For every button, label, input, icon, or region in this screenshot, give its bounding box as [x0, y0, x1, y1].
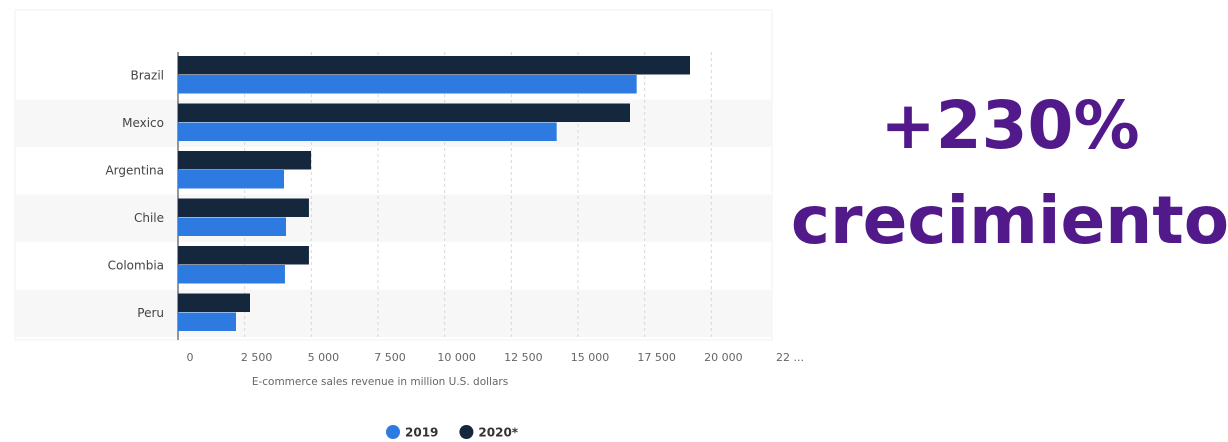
annotation: +230% [880, 87, 1139, 164]
axis-area: 0 2 500 5 000 7 500 10 000 12 500 15 000 17 500… [105, 68, 804, 439]
legend-marker [459, 425, 474, 439]
x-axis-title: E-commerce sales revenue in million U.S.… [252, 376, 508, 388]
y-tick-label: Chile [134, 211, 164, 225]
legend-marker [386, 425, 400, 439]
bar [178, 312, 236, 331]
bar [178, 246, 309, 265]
x-tick-label: 10 000 [437, 351, 476, 364]
annotation: crecimiento [791, 182, 1228, 259]
x-tick-label: 5 000 [308, 351, 340, 364]
bar [178, 217, 286, 236]
bar [178, 265, 285, 284]
x-tick-label: 15 000 [571, 351, 610, 364]
row-band [15, 289, 772, 337]
bar [178, 103, 630, 122]
y-tick-label: Mexico [122, 116, 164, 130]
legend-label: 2019 [405, 426, 438, 440]
x-tick-label: 2 500 [241, 351, 273, 364]
x-tick-label: 12 500 [504, 351, 543, 364]
bar [178, 198, 309, 217]
bar [178, 293, 250, 312]
y-tick-label: Brazil [131, 68, 165, 82]
bar [178, 122, 557, 141]
y-tick-label: Argentina [105, 163, 164, 177]
plot-area [15, 52, 772, 340]
x-tick-label: 22 ... [776, 351, 804, 364]
bar [178, 151, 312, 170]
bar [178, 170, 284, 189]
y-tick-label: Peru [137, 306, 164, 320]
bar [178, 56, 690, 75]
x-tick-label: 0 [187, 351, 194, 364]
x-tick-label: 7 500 [374, 351, 406, 364]
legend-label: 2020* [478, 426, 518, 440]
x-tick-label: 20 000 [704, 351, 743, 364]
row-band [15, 194, 772, 242]
x-tick-label: 17 500 [637, 351, 676, 364]
bar [178, 75, 637, 94]
y-tick-label: Colombia [108, 258, 164, 272]
